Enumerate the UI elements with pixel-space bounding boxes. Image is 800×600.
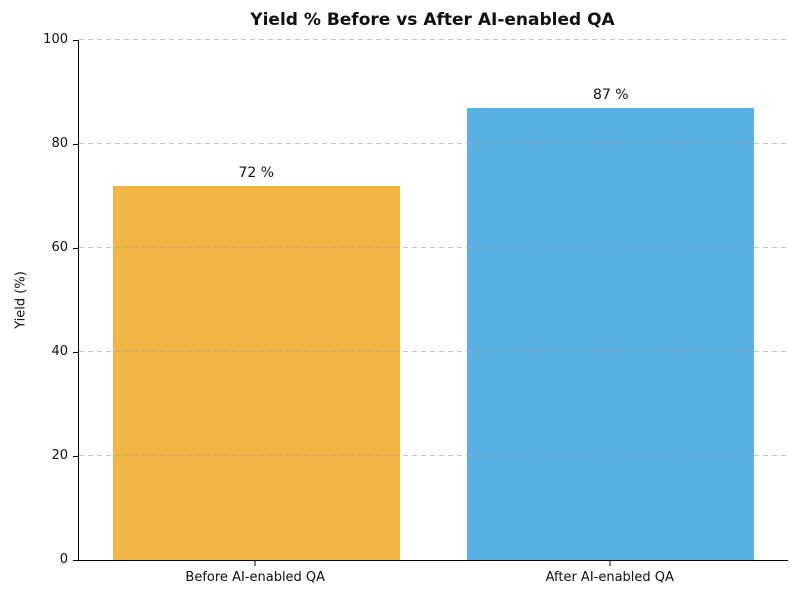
x-tick-label: After AI-enabled QA xyxy=(545,570,674,585)
bar-value-label: 72 % xyxy=(238,164,275,181)
y-tick-mark-20 xyxy=(73,455,78,457)
bar-value-label: 87 % xyxy=(592,86,629,103)
y-tick-label: 100 xyxy=(43,32,68,47)
y-tick-label: 60 xyxy=(51,240,68,255)
x-tick-label: Before AI-enabled QA xyxy=(185,570,326,585)
chart-title: Yield % Before vs After AI-enabled QA xyxy=(250,10,615,30)
x-tick-mark xyxy=(609,561,611,566)
x-axis: Before AI-enabled QA After AI-enabled QA xyxy=(78,561,787,600)
bar-1 xyxy=(112,185,400,560)
gridline-100 xyxy=(79,39,788,40)
y-tick-label: 0 xyxy=(59,552,68,567)
plot-area: 72 % 87 % xyxy=(78,39,788,561)
y-tick-mark-60 xyxy=(73,247,78,249)
x-tick-mark xyxy=(254,561,256,566)
y-tick-label: 80 xyxy=(51,136,68,151)
y-tick-mark-40 xyxy=(73,351,78,353)
y-tick-label: 20 xyxy=(51,448,68,463)
y-tick-mark-100 xyxy=(73,39,78,41)
y-tick-mark-0 xyxy=(73,559,78,561)
y-tick-label: 40 xyxy=(51,344,68,359)
y-axis: 0 20 40 60 80 100 xyxy=(0,32,78,567)
bar-2 xyxy=(467,107,755,560)
y-tick-mark-80 xyxy=(73,143,78,145)
